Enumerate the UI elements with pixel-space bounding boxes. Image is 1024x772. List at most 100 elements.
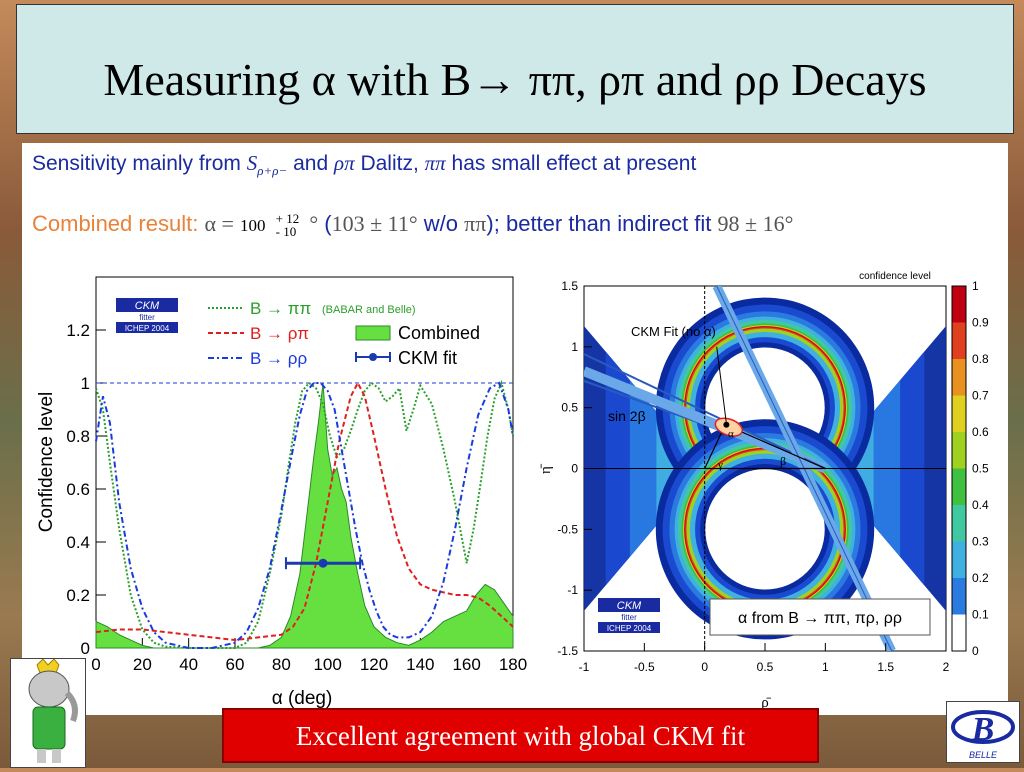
logo-right-bottom-text: ICHEP 2004 — [607, 624, 652, 633]
line1-suffix: has small effect at present — [451, 152, 697, 175]
colorbar-tick-label: 0 — [972, 644, 979, 658]
x-tick-label: -0.5 — [634, 660, 655, 674]
logo-right-top-bar — [598, 598, 660, 612]
y-tick-label: -0.5 — [557, 522, 578, 536]
line1-prefix: Sensitivity mainly from — [32, 152, 241, 175]
logo-bottom-bar — [116, 322, 178, 333]
colorbar-frame — [951, 285, 967, 652]
x-tick-label: 140 — [406, 655, 434, 674]
right-xlabel: ρ̄ — [761, 695, 771, 710]
y-tick-label: 1 — [81, 374, 90, 393]
x-tick-label: 0 — [91, 655, 100, 674]
x-tick-label: 120 — [360, 655, 388, 674]
annotation-alpha: α — [728, 428, 734, 440]
legend-pipi-note: (BABAR and Belle) — [322, 304, 416, 316]
colorbar-tick-label: 0.3 — [972, 535, 989, 549]
colorbar-tick-label: 0.2 — [972, 571, 989, 585]
left-series — [95, 379, 514, 649]
annotation-gamma: γ — [717, 459, 723, 471]
x-tick-label: 180 — [499, 655, 527, 674]
elephant-leg-left — [37, 749, 46, 763]
legend-combined-label: Combined — [398, 323, 480, 343]
pipi-text: ππ — [424, 151, 446, 175]
x-tick-label: 20 — [133, 655, 152, 674]
babar-logo — [10, 658, 86, 768]
conclusion-text: Excellent agreement with global CKM fit — [295, 721, 746, 751]
ckm-fit-point — [318, 558, 328, 568]
elephant-head — [28, 670, 70, 708]
combined-result-line: Combined result: α = 100 + 12- 10 ° (103… — [32, 211, 793, 238]
elephant-suit — [32, 706, 66, 750]
elephant-leg-right — [52, 749, 61, 763]
logo-top-bar — [116, 298, 178, 312]
right-colorbar: 1 0.9 0.8 0.7 0.6 0.5 0.4 0.3 0.2 0.1 0 — [951, 279, 989, 658]
legend-combined-swatch — [355, 325, 391, 341]
colorbar-tick-label: 0.7 — [972, 389, 989, 403]
y-tick-label: 0 — [81, 639, 90, 658]
annotation-sin2b: sin 2β — [608, 408, 646, 424]
x-tick-label: 80 — [272, 655, 291, 674]
ckm-fit-point — [723, 421, 730, 428]
better-text: better than indirect fit — [505, 211, 712, 236]
colorbar-title: confidence level — [859, 271, 931, 282]
logo-right-bottom-bar — [598, 622, 660, 633]
logo-mid-text: fitter — [139, 313, 155, 322]
sin2b-band — [584, 366, 828, 474]
legend-rhopi-label: B → ρπ — [250, 324, 309, 343]
legend-ckm-dot — [369, 353, 377, 361]
alpha-cl-chart: 0 20 40 60 80 100 120 140 160 180 0 0.2 0.4 0.6 0.8 1 1.… — [36, 276, 527, 709]
babar-elephant-icon — [28, 658, 78, 763]
conclusion-box: Excellent agreement with global CKM fit — [222, 708, 819, 763]
logo-top-text: CKM — [135, 300, 160, 312]
err-plus: + 12 — [275, 211, 300, 227]
ckmfitter-logo-left: CKM fitter ICHEP 2004 — [116, 298, 178, 333]
belle-b-icon: B — [951, 710, 1015, 748]
y-tick-label: 0.6 — [66, 480, 90, 499]
paren-close: ); — [486, 211, 500, 236]
x-tick-label: 60 — [226, 655, 245, 674]
logo-right-mid-text: fitter — [621, 613, 637, 622]
colorbar-cell — [952, 578, 966, 615]
wo-text: w/o — [423, 211, 459, 236]
legend-ckm-label: CKM fit — [398, 348, 457, 368]
colorbar-tick-label: 0.1 — [972, 608, 989, 622]
belle-label: BELLE — [968, 750, 998, 760]
err-minus: - 10 — [275, 224, 297, 240]
y-tick-label: 0.8 — [66, 427, 90, 446]
title-box: Measuring α with B→ ππ, ρπ and ρρ Decays — [16, 4, 1014, 134]
colorbar-cell — [952, 432, 966, 469]
combined-label: Combined result: — [32, 211, 199, 236]
s-symbol: S — [246, 151, 258, 175]
ckm-fit-region — [714, 417, 743, 437]
colorbar-cell — [952, 468, 966, 505]
annotation-beta: β — [780, 454, 786, 468]
sensitivity-line: Sensitivity mainly from Sρ+ρ− and ρπ Dal… — [32, 151, 696, 179]
colorbar-tick-label: 0.5 — [972, 462, 989, 476]
colorbar-cell — [952, 322, 966, 359]
x-tick-label: 1.5 — [877, 660, 894, 674]
x-tick-label: 1 — [822, 660, 829, 674]
ckmfitter-logo-right: CKM fitter ICHEP 2004 — [598, 598, 660, 633]
alpha-value: 100 — [240, 216, 266, 235]
belle-ring — [951, 710, 1015, 744]
rho-eta-chart: -1 -0.5 0 0.5 1 1.5 21.510.50-0.5-1-1.5 10.90.… — [540, 271, 989, 710]
legend-pipi-label: B → ππ — [250, 299, 311, 318]
left-ylabel: Confidence level — [36, 392, 57, 532]
elephant-trunk — [64, 690, 78, 723]
y-tick-label: 0.4 — [66, 533, 90, 552]
y-tick-label: 1 — [571, 340, 578, 354]
legend-box-text: α from B → ππ, πρ, ρρ — [738, 610, 902, 627]
slide-title: Measuring α with B→ ππ, ρπ and ρρ Decays — [103, 54, 927, 105]
y-tick-label: 1.2 — [66, 321, 90, 340]
x-tick-label: 0.5 — [757, 660, 774, 674]
wo-value: 103 ± 11° — [331, 211, 418, 236]
colorbar-tick-label: 0.4 — [972, 498, 989, 512]
alpha-errors: + 12- 10 — [276, 212, 300, 238]
ckm-fit-pointer — [716, 346, 727, 424]
right-plot-body — [584, 286, 946, 651]
y-tick-label: -1.5 — [557, 644, 578, 658]
colorbar-cell — [952, 614, 966, 651]
y-tick-label: 1.5 — [561, 279, 578, 293]
colorbar-tick-label: 0.8 — [972, 352, 989, 366]
x-tick-label: 100 — [313, 655, 341, 674]
